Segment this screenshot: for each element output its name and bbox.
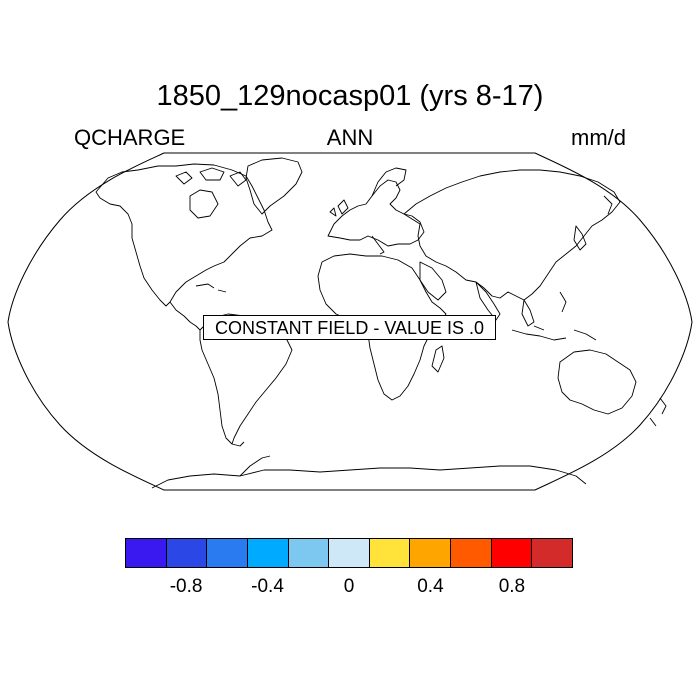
colorbar-swatch	[288, 539, 330, 567]
constant-field-message: CONSTANT FIELD - VALUE IS .0	[203, 315, 496, 340]
central-america	[169, 301, 201, 331]
colorbar-tick-label: 0.4	[417, 576, 444, 597]
colorbar-tick-label: 0	[343, 576, 355, 597]
arctic-islands	[175, 167, 247, 187]
colorbar	[125, 538, 573, 568]
caribbean	[195, 283, 227, 293]
asia-outline	[403, 169, 621, 301]
colorbar-swatch	[329, 539, 370, 567]
units-label: mm/d	[571, 125, 626, 150]
australia-outline	[557, 349, 637, 415]
italy	[371, 235, 385, 255]
indonesia	[511, 325, 597, 341]
tierra-del-fuego	[231, 441, 245, 447]
colorbar-swatch	[166, 539, 208, 567]
british-isles	[329, 199, 349, 217]
antarctica-outline	[151, 465, 587, 489]
philippines	[559, 291, 567, 313]
new-zealand	[649, 397, 667, 427]
japan	[573, 225, 587, 251]
arabian-peninsula	[419, 261, 447, 301]
colorbar-swatch	[126, 539, 167, 567]
kamchatka	[603, 195, 613, 215]
scandinavia	[371, 167, 407, 197]
india	[475, 281, 501, 321]
colorbar-swatch	[491, 539, 533, 567]
antarctic-peninsula	[239, 455, 271, 477]
north-america-outline	[95, 163, 273, 307]
colorbar-tick-label: -0.4	[251, 576, 284, 597]
colorbar-tick-label: -0.8	[169, 576, 203, 597]
colorbar-swatch	[247, 539, 289, 567]
season-label: ANN	[326, 125, 374, 150]
variable-label: QCHARGE	[74, 125, 186, 150]
colorbar-swatch	[451, 539, 492, 567]
colorbar-tick-label: 0.8	[498, 576, 526, 597]
greenland-outline	[245, 157, 303, 215]
hudson-bay	[189, 189, 219, 219]
southeast-asia	[521, 299, 535, 327]
colorbar-swatch	[207, 539, 248, 567]
colorbar-swatch	[532, 539, 573, 567]
colorbar-swatch	[410, 539, 452, 567]
coastlines	[95, 157, 667, 489]
colorbar-swatch	[369, 539, 411, 567]
madagascar	[431, 345, 445, 373]
map-boundary	[7, 152, 693, 491]
plot-title: 1850_129nocasp01 (yrs 8-17)	[156, 80, 544, 112]
